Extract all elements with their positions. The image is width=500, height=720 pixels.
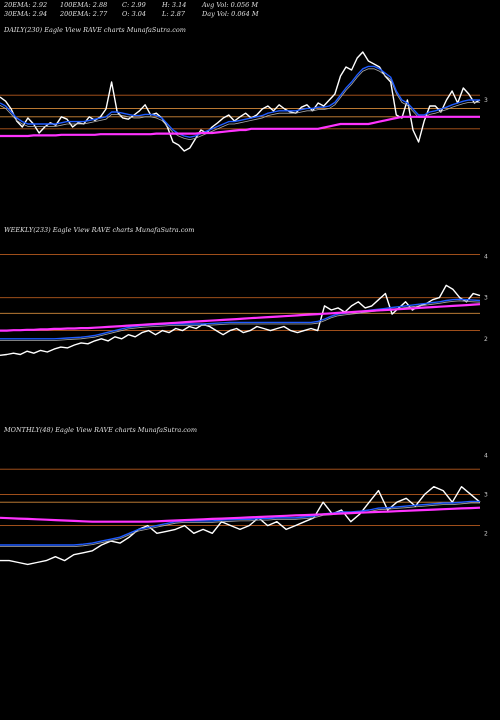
close-label: C: 2.99 [122,1,146,9]
weekly-ema_short-line [0,298,481,340]
daily-ema_short-line [0,65,480,138]
low-label: L: 2.87 [162,10,186,18]
weekly-price-line [0,284,481,356]
monthly-tick-label-4: 4 [484,453,488,460]
monthly-tick-label-3: 3 [484,491,488,498]
daily-panel-title: DAILY(230) Eagle View RAVE charts Munafa… [4,26,186,34]
open-label: O: 3.04 [122,10,147,18]
daily-tick-label-3: 3 [484,97,488,104]
weekly-tick-label-2: 2 [484,336,488,343]
monthly-ema_short-line [0,500,480,546]
ema200-label: 200EMA: 2.77 [60,10,108,18]
monthly-ema-grey-line [0,502,480,547]
weekly-panel-title: WEEKLY(233) Eagle View RAVE charts Munaf… [4,226,195,234]
high-label: H: 3.14 [162,1,187,9]
monthly-tick-label-2: 2 [484,530,488,537]
avg-vol-label: Avg Vol: 0.056 M [202,1,259,9]
ema100-label: 100EMA: 2.88 [60,1,108,9]
daily-ema_long-line [0,115,480,138]
monthly-price-line [0,486,481,566]
weekly-tick-label-4: 4 [484,253,488,260]
daily-price-line [0,51,481,152]
ema30-label: 30EMA: 2.94 [4,10,48,18]
weekly-ema-grey-line [0,300,481,341]
weekly-ema_long-line [0,303,481,332]
monthly-panel-title: MONTHLY(48) Eagle View RAVE charts Munaf… [4,426,197,434]
ema20-label: 20EMA: 2.92 [4,1,48,9]
day-vol-label: Day Vol: 0.064 M [202,10,259,18]
daily-ema-grey-line [0,68,480,141]
weekly-tick-label-3: 3 [484,295,488,302]
monthly-ema_long-line [0,506,481,523]
